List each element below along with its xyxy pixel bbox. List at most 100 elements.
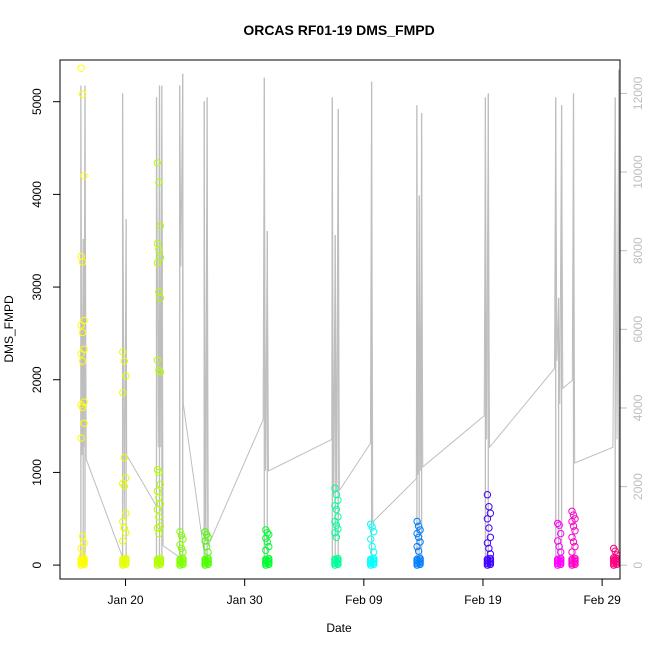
data-point [155, 366, 163, 375]
data-point [77, 544, 85, 553]
data-point [334, 496, 342, 504]
flight-point-group [176, 528, 187, 569]
x-tick-label: Feb 09 [345, 593, 383, 607]
data-point [176, 541, 184, 549]
data-point [555, 542, 563, 551]
flight-point-group [201, 528, 212, 569]
data-point [122, 509, 130, 517]
data-point [119, 555, 127, 563]
data-point [555, 521, 563, 529]
data-point [331, 555, 339, 563]
data-point [571, 527, 579, 535]
data-point [78, 258, 87, 266]
data-point [155, 468, 163, 477]
data-point [156, 554, 165, 563]
data-point [413, 555, 421, 563]
data-point [201, 555, 209, 563]
x-tick-label: Feb 29 [583, 593, 621, 607]
data-point [156, 480, 165, 489]
data-point [153, 159, 162, 167]
data-point [80, 539, 88, 547]
x-axis-label: Date [326, 621, 352, 635]
data-point [483, 491, 492, 499]
data-point [414, 547, 423, 555]
data-point [332, 533, 341, 541]
data-point [177, 531, 186, 540]
data-point [413, 517, 421, 526]
data-point [485, 524, 493, 532]
data-point [153, 505, 162, 514]
y-right-tick-label: 8000 [631, 237, 645, 264]
data-point [78, 552, 87, 560]
data-point [155, 178, 163, 187]
data-point [120, 524, 129, 532]
data-point [413, 542, 421, 551]
x-tick-label: Jan 20 [108, 593, 144, 607]
data-point [262, 555, 270, 563]
data-point [370, 548, 378, 556]
data-point [483, 539, 492, 547]
chart-title: ORCAS RF01-19 DMS_FMPD [243, 22, 434, 38]
data-point [122, 554, 130, 563]
data-point [179, 548, 187, 556]
data-point [179, 535, 187, 543]
data-point [176, 528, 184, 536]
data-point [331, 502, 339, 510]
flight-point-group [119, 348, 130, 569]
flight-point-group [483, 491, 495, 569]
data-point [156, 222, 165, 230]
data-point [486, 533, 495, 541]
y-right-tick-label: 2000 [631, 473, 645, 500]
y-left-tick-label: 3000 [30, 273, 44, 300]
data-point [177, 544, 186, 553]
data-point [368, 523, 376, 531]
data-point [120, 357, 129, 365]
data-point [416, 554, 424, 563]
data-point [486, 554, 495, 563]
data-point [262, 534, 270, 542]
data-point [80, 172, 88, 180]
flight-point-group [554, 519, 565, 569]
data-point [557, 529, 565, 538]
data-point [155, 513, 163, 521]
flight-point-group [153, 159, 165, 569]
data-point [78, 90, 87, 99]
data-point [569, 522, 578, 530]
data-point [414, 533, 423, 541]
y-axis-label: DMS_FMPD [2, 295, 16, 363]
y-right-tick-label: 0 [631, 562, 645, 569]
y-right-tick-label: 4000 [631, 394, 645, 421]
data-point [120, 453, 129, 462]
data-point [156, 253, 165, 262]
data-point [413, 529, 421, 538]
data-point [368, 542, 376, 551]
secondary-series-layer [80, 69, 620, 566]
primary-points-layer [77, 64, 621, 569]
data-point [263, 529, 271, 537]
y-right-tick-label: 10000 [631, 155, 645, 189]
flight-point-group [77, 64, 88, 569]
data-point [568, 533, 576, 541]
data-point [332, 505, 341, 514]
data-point [77, 555, 85, 563]
data-point [80, 419, 88, 427]
data-point [265, 554, 273, 563]
data-point [571, 554, 579, 563]
data-point [77, 350, 85, 358]
y-left-tick-label: 2000 [30, 366, 44, 393]
data-point [153, 259, 162, 267]
data-point [156, 294, 165, 302]
data-point [332, 521, 341, 529]
data-point [176, 555, 184, 563]
data-point [568, 507, 576, 515]
data-point [122, 529, 130, 537]
data-point [367, 535, 375, 543]
data-point [155, 529, 163, 538]
y-left-tick-label: 5000 [30, 88, 44, 115]
data-point [568, 555, 576, 563]
flight-point-group [413, 517, 424, 569]
y-left-tick-label: 4000 [30, 181, 44, 208]
data-point [153, 555, 162, 563]
axes-layer: Jan 20 Jan 30 Feb 09 Feb 19 Feb 29 0 1000 2000 3… [30, 76, 645, 607]
